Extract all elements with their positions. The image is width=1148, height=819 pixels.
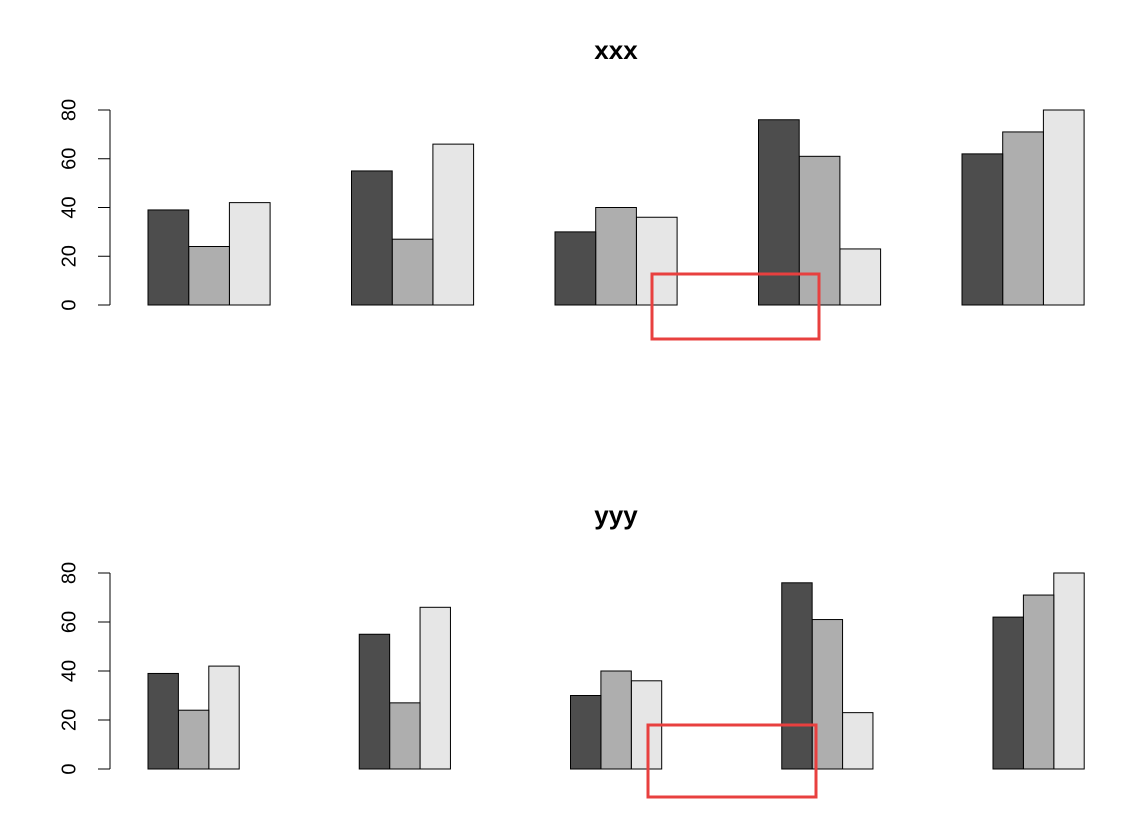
bar [419,606,451,770]
bar [208,665,240,770]
bar [839,248,882,306]
bar [595,207,637,306]
y-tick-label: 80 [58,99,80,121]
bar [1053,572,1085,770]
bar [147,209,190,306]
bar [389,702,421,770]
bar [358,633,391,770]
bar [842,712,874,770]
bar [635,216,678,306]
bar [432,143,475,306]
y-tick-label: 40 [58,196,80,218]
bar [961,153,1004,306]
y-tick-label: 40 [58,660,80,682]
bar [992,616,1024,770]
highlight-box [646,723,818,799]
y-tick-label: 80 [58,562,80,584]
y-tick-label: 0 [58,299,80,310]
chart-title: xxx [594,35,638,65]
bar [177,709,210,770]
bar [781,582,813,770]
bar [1002,131,1044,306]
y-tick-label: 60 [58,611,80,633]
chart-title: yyy [594,500,638,530]
bar [391,238,434,306]
bar [228,202,271,306]
bar [758,119,800,306]
bar [1042,109,1085,306]
bar [1022,594,1055,770]
y-tick-label: 0 [58,763,80,774]
bar [351,170,393,306]
highlight-box [650,272,821,341]
bar [570,695,602,770]
y-tick-label: 20 [58,245,80,267]
y-tick-label: 60 [58,148,80,170]
bar [147,672,179,770]
bar [600,670,632,770]
y-tick-label: 20 [58,709,80,731]
bar [188,246,230,306]
bar [554,231,597,306]
